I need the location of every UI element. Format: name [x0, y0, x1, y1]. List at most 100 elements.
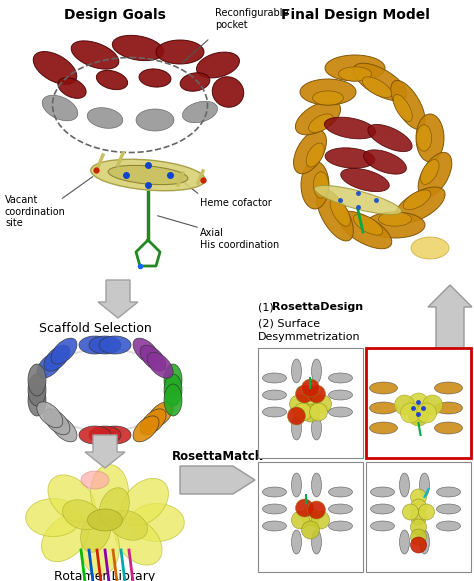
Ellipse shape — [91, 159, 205, 191]
Ellipse shape — [263, 390, 286, 400]
FancyBboxPatch shape — [366, 462, 471, 572]
Ellipse shape — [91, 465, 128, 519]
Ellipse shape — [63, 500, 101, 530]
Ellipse shape — [263, 521, 286, 531]
Text: (2) Surface: (2) Surface — [258, 318, 320, 328]
Ellipse shape — [212, 77, 244, 107]
Ellipse shape — [37, 352, 63, 378]
Ellipse shape — [263, 487, 286, 497]
Text: Rotamer Library: Rotamer Library — [55, 570, 155, 581]
Circle shape — [417, 403, 437, 423]
Ellipse shape — [403, 190, 431, 210]
Circle shape — [401, 403, 420, 423]
Circle shape — [409, 406, 428, 426]
Ellipse shape — [129, 504, 184, 541]
Ellipse shape — [71, 41, 119, 69]
Circle shape — [422, 395, 443, 415]
Ellipse shape — [311, 359, 321, 383]
Ellipse shape — [328, 390, 353, 400]
Circle shape — [301, 391, 319, 409]
Ellipse shape — [292, 359, 301, 383]
Ellipse shape — [44, 345, 70, 371]
Ellipse shape — [311, 473, 321, 497]
Ellipse shape — [311, 530, 321, 554]
Circle shape — [410, 537, 427, 553]
Ellipse shape — [416, 125, 432, 151]
Ellipse shape — [435, 402, 463, 414]
Ellipse shape — [353, 63, 407, 101]
Ellipse shape — [295, 101, 341, 135]
Ellipse shape — [338, 67, 372, 81]
Circle shape — [402, 504, 419, 520]
Circle shape — [295, 499, 313, 517]
Ellipse shape — [37, 402, 63, 428]
Text: Scaffold Selection: Scaffold Selection — [38, 322, 151, 335]
Ellipse shape — [416, 114, 444, 162]
Ellipse shape — [325, 148, 375, 168]
Ellipse shape — [312, 91, 343, 105]
Polygon shape — [180, 466, 255, 494]
Circle shape — [292, 511, 310, 529]
Ellipse shape — [393, 95, 412, 121]
Ellipse shape — [371, 487, 394, 497]
Ellipse shape — [140, 409, 166, 435]
Ellipse shape — [100, 487, 129, 526]
FancyBboxPatch shape — [366, 348, 471, 458]
Ellipse shape — [87, 107, 123, 128]
Ellipse shape — [293, 130, 327, 174]
Ellipse shape — [112, 35, 164, 60]
Circle shape — [301, 379, 319, 397]
Ellipse shape — [28, 374, 46, 406]
Polygon shape — [85, 435, 125, 468]
Ellipse shape — [79, 426, 111, 444]
Circle shape — [290, 395, 308, 413]
Ellipse shape — [139, 69, 171, 87]
Ellipse shape — [164, 364, 182, 396]
Ellipse shape — [147, 402, 173, 428]
Ellipse shape — [263, 373, 286, 383]
Ellipse shape — [306, 143, 324, 167]
Ellipse shape — [136, 109, 174, 131]
Ellipse shape — [180, 73, 210, 91]
FancyBboxPatch shape — [258, 348, 363, 458]
Text: Reconfigurable
pocket: Reconfigurable pocket — [215, 8, 289, 30]
Ellipse shape — [370, 422, 398, 434]
Ellipse shape — [164, 384, 182, 416]
Ellipse shape — [44, 409, 70, 435]
Circle shape — [288, 407, 306, 425]
Polygon shape — [98, 280, 138, 318]
Ellipse shape — [420, 160, 439, 184]
Ellipse shape — [365, 212, 425, 238]
Ellipse shape — [400, 473, 410, 497]
Text: Design Goals: Design Goals — [64, 8, 166, 22]
Text: RosettaMatch: RosettaMatch — [172, 450, 264, 463]
Ellipse shape — [292, 416, 301, 440]
Text: Final Design Model: Final Design Model — [281, 8, 429, 22]
Ellipse shape — [362, 77, 392, 98]
Ellipse shape — [96, 70, 128, 89]
Text: Axial
His coordination: Axial His coordination — [200, 228, 279, 250]
Polygon shape — [428, 285, 472, 455]
Ellipse shape — [395, 187, 445, 223]
Circle shape — [308, 501, 326, 519]
Ellipse shape — [328, 407, 353, 417]
Ellipse shape — [263, 407, 286, 417]
Ellipse shape — [370, 382, 398, 394]
Circle shape — [301, 508, 319, 526]
Ellipse shape — [28, 384, 46, 416]
Circle shape — [293, 403, 311, 421]
Ellipse shape — [51, 416, 77, 442]
Ellipse shape — [182, 101, 218, 123]
Circle shape — [410, 509, 427, 525]
Ellipse shape — [435, 422, 463, 434]
Ellipse shape — [324, 117, 376, 139]
Ellipse shape — [419, 530, 429, 554]
Ellipse shape — [328, 504, 353, 514]
Circle shape — [311, 511, 329, 529]
Ellipse shape — [300, 79, 356, 105]
Ellipse shape — [51, 338, 77, 364]
Circle shape — [394, 395, 414, 415]
Circle shape — [308, 385, 326, 403]
Ellipse shape — [311, 416, 321, 440]
Ellipse shape — [82, 521, 119, 575]
